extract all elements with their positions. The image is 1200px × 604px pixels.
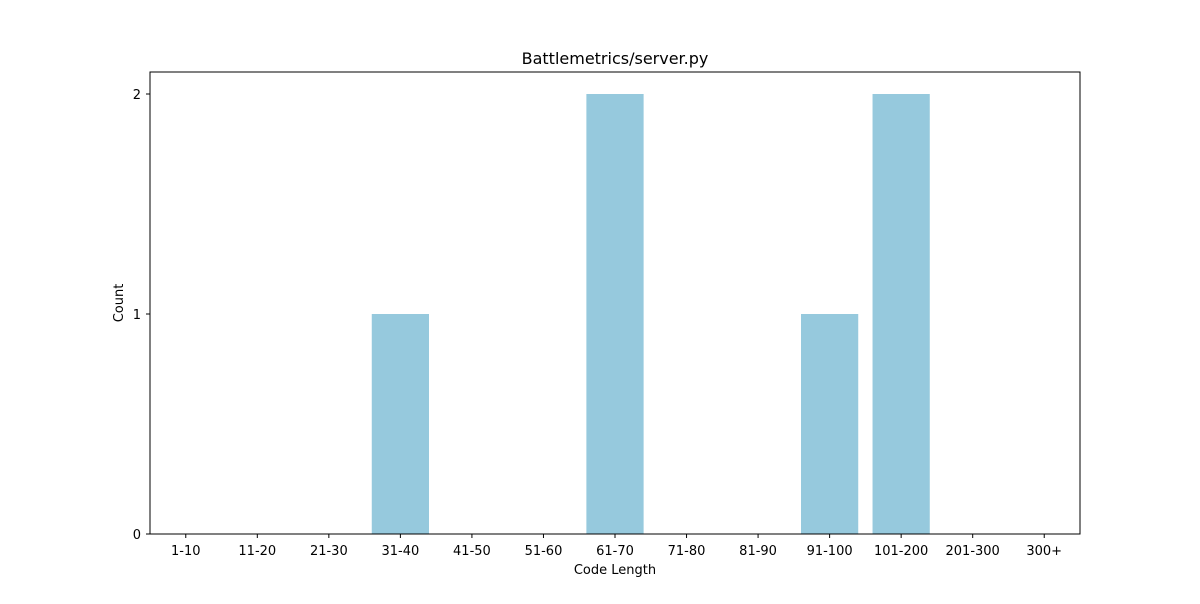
x-axis: 1-10 11-20 21-30 31-40 41-50 51-60 61-70 71-80 8… [171,534,1062,559]
x-tick-label: 1-10 [171,544,201,559]
y-tick-label: 0 [133,528,141,543]
bar-61-70 [586,94,644,534]
x-tick-label: 41-50 [453,544,491,559]
x-tick-label: 101-200 [874,544,928,559]
y-axis: 0 1 2 [133,88,150,543]
bar-31-40 [371,314,429,534]
bar-91-100 [801,314,859,534]
x-tick-label: 51-60 [525,544,563,559]
x-tick-label: 300+ [1026,544,1062,559]
x-tick-label: 81-90 [739,544,777,559]
y-tick-label: 2 [133,88,141,103]
x-tick-label: 201-300 [946,544,1000,559]
x-tick-label: 91-100 [807,544,853,559]
x-tick-label: 31-40 [381,544,419,559]
bars-layer [371,94,930,534]
x-tick-label: 71-80 [668,544,706,559]
x-axis-label: Code Length [574,563,656,578]
y-tick-label: 1 [133,308,141,323]
y-axis-label: Count [112,284,127,323]
chart-title: Battlemetrics/server.py [522,49,709,68]
x-tick-label: 21-30 [310,544,348,559]
x-tick-label: 61-70 [596,544,634,559]
x-tick-label: 11-20 [238,544,276,559]
bar-101-200 [872,94,930,534]
